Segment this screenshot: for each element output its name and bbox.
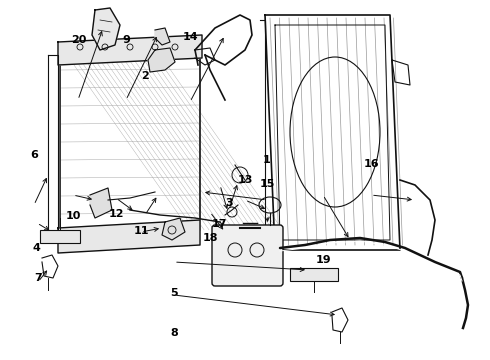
Text: 12: 12 (109, 209, 124, 219)
Text: 17: 17 (212, 219, 227, 229)
Text: 15: 15 (259, 179, 275, 189)
Text: 11: 11 (133, 226, 149, 236)
Text: 7: 7 (34, 273, 42, 283)
Text: 9: 9 (122, 35, 130, 45)
Polygon shape (48, 55, 58, 235)
Polygon shape (90, 188, 112, 218)
Text: 3: 3 (225, 198, 233, 208)
Polygon shape (58, 35, 202, 65)
FancyBboxPatch shape (212, 225, 283, 286)
Polygon shape (155, 28, 170, 45)
Text: 10: 10 (66, 211, 81, 221)
Polygon shape (92, 8, 120, 50)
Bar (40, 230, 80, 243)
Text: 18: 18 (203, 233, 219, 243)
Text: 14: 14 (182, 32, 198, 42)
Text: 13: 13 (237, 175, 253, 185)
Text: 1: 1 (263, 155, 271, 165)
Text: 2: 2 (141, 71, 148, 81)
Text: 20: 20 (71, 35, 86, 45)
Text: 16: 16 (364, 159, 379, 169)
Text: 5: 5 (170, 288, 178, 298)
Text: 4: 4 (33, 243, 41, 253)
Polygon shape (60, 45, 200, 240)
Polygon shape (148, 48, 175, 72)
Polygon shape (162, 218, 185, 240)
Polygon shape (58, 220, 200, 253)
Text: 19: 19 (316, 255, 331, 265)
Bar (290, 268, 338, 281)
Text: 6: 6 (30, 150, 38, 160)
Text: 8: 8 (170, 328, 178, 338)
